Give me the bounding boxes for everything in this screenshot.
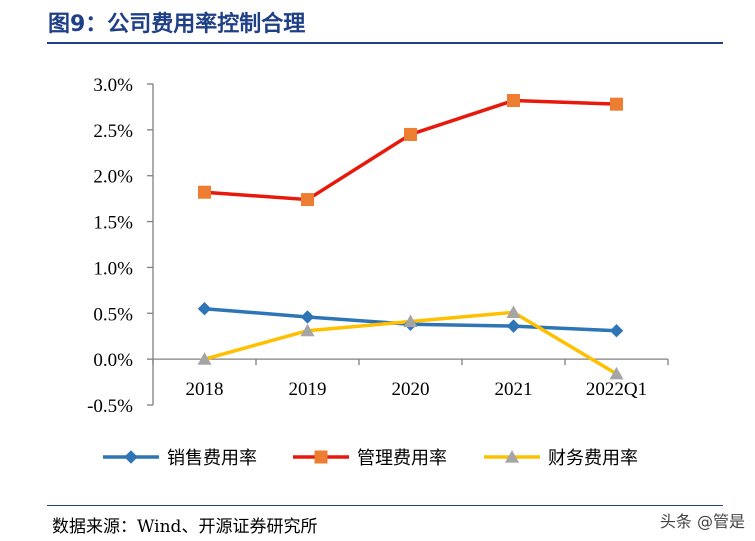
chart-series-lines <box>204 98 618 376</box>
chart-series-markers <box>197 94 624 380</box>
x-tick-label: 2020 <box>392 379 430 400</box>
series-1-point <box>300 310 315 324</box>
series-1-point <box>197 301 212 316</box>
series-2-point <box>404 127 417 141</box>
legend-swatch-marker <box>124 450 138 464</box>
series-3-point <box>300 323 315 337</box>
series-line-2 <box>204 98 617 202</box>
y-tick-label: 0.0% <box>93 350 133 371</box>
source-divider <box>47 505 723 506</box>
series-1-point <box>506 319 521 333</box>
y-tick-label: -0.5% <box>87 396 133 417</box>
series-2-point <box>301 193 314 207</box>
y-tick-label: 3.0% <box>93 75 133 96</box>
x-tick-label: 2021 <box>495 379 533 400</box>
series-2-point <box>610 97 623 111</box>
series-1-point <box>609 324 624 338</box>
series-2-point <box>198 185 211 199</box>
y-tick-label: 2.5% <box>93 121 133 142</box>
legend-swatch-marker <box>314 450 328 464</box>
x-tick-label: 2022Q1 <box>586 379 647 400</box>
y-tick-label: 1.5% <box>93 213 133 234</box>
x-tick-label: 2018 <box>186 379 224 400</box>
chart-axes: -0.5% 0.0% 0.5% 1.0% 1.5% 2.0% 2.5% 3.0% 2018 201… <box>87 75 669 417</box>
figure-title: 图9：公司费用率控制合理 <box>48 12 306 37</box>
series-2-point <box>507 94 520 108</box>
legend-label: 管理费用率 <box>357 448 447 469</box>
legend-label: 销售费用率 <box>167 448 257 469</box>
legend-label: 财务费用率 <box>548 448 638 469</box>
chart-legend: 销售费用率 管理费用率 财务费用率 <box>103 448 638 469</box>
title-divider <box>47 42 723 44</box>
watermark: 头条 @管是 <box>659 512 745 531</box>
series-3-point <box>506 305 521 318</box>
y-tick-label: 2.0% <box>93 167 133 188</box>
series-3-point <box>197 352 212 365</box>
legend-swatch-marker <box>505 450 519 463</box>
series-3-point <box>403 314 418 328</box>
y-tick-label: 1.0% <box>93 258 133 279</box>
x-tick-label: 2019 <box>289 379 327 400</box>
source-note: 数据来源：Wind、开源证券研究所 <box>52 517 318 537</box>
series-3-point <box>609 366 624 380</box>
y-tick-label: 0.5% <box>93 304 133 325</box>
